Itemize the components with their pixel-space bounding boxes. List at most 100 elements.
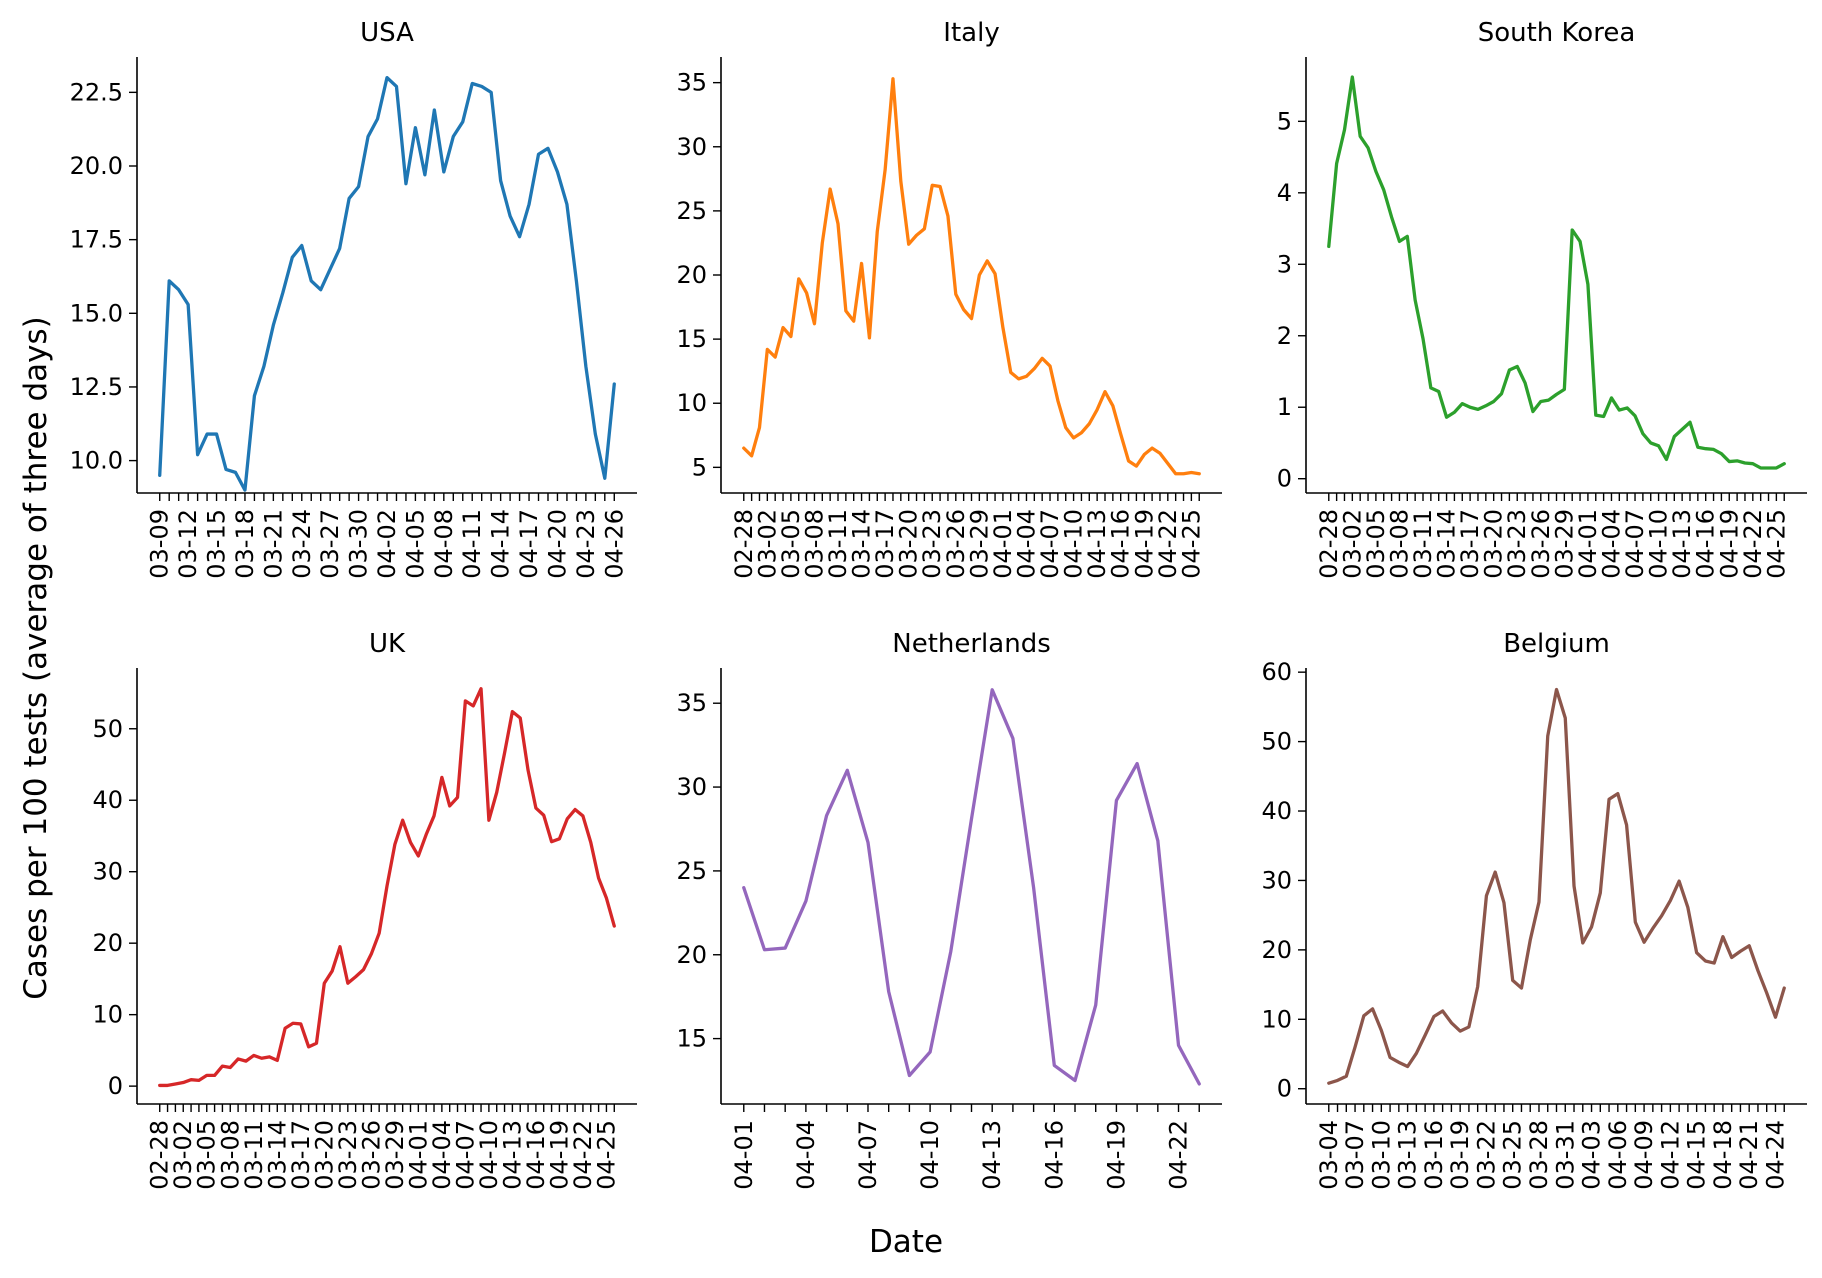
y-tick-label: 30 — [676, 773, 707, 801]
panel-title: South Korea — [1478, 18, 1636, 48]
x-tick-label: 03-16 — [1420, 1120, 1448, 1190]
figure-ylabel: Cases per 100 tests (average of three da… — [18, 316, 54, 1000]
x-tick-label: 03-08 — [1385, 509, 1413, 579]
x-tick-label: 04-20 — [543, 509, 571, 579]
y-tick-label: 50 — [1261, 728, 1292, 756]
y-tick-label: 15 — [676, 1025, 707, 1053]
y-tick-label: 2 — [1277, 322, 1292, 350]
x-tick-label: 04-14 — [487, 509, 515, 579]
x-tick-label: 04-06 — [1604, 1120, 1632, 1190]
panel-title: UK — [369, 629, 406, 659]
panel-title: Netherlands — [892, 629, 1051, 659]
figure-xlabel: Date — [869, 1224, 943, 1260]
y-tick-label: 20 — [92, 929, 123, 957]
x-tick-label: 04-13 — [978, 1120, 1006, 1190]
series-line-belgium — [1327, 687, 1786, 1085]
y-tick-label: 25 — [676, 197, 707, 225]
x-tick-label: 03-12 — [174, 509, 202, 579]
x-tick-label: 04-16 — [1040, 1120, 1068, 1190]
x-tick-label: 03-04 — [1315, 1120, 1343, 1190]
x-tick-label: 04-15 — [1683, 1120, 1711, 1190]
x-tick-label: 03-30 — [345, 509, 373, 579]
x-tick-label: 03-17 — [1456, 509, 1484, 579]
x-tick-label: 03-11 — [240, 1120, 268, 1190]
x-tick-label: 03-26 — [1527, 509, 1555, 579]
y-tick-label: 1 — [1277, 393, 1292, 421]
x-tick-label: 04-22 — [1154, 509, 1182, 579]
x-tick-label: 03-17 — [287, 1120, 315, 1190]
y-tick-label: 4 — [1277, 179, 1292, 207]
x-tick-label: 04-13 — [1668, 509, 1696, 579]
x-tick-label: 04-04 — [428, 1120, 456, 1190]
y-tick-label: 12.5 — [70, 373, 123, 401]
x-tick-label: 04-16 — [522, 1120, 550, 1190]
panel-title: Italy — [943, 18, 999, 48]
x-tick-label: 03-10 — [1367, 1120, 1395, 1190]
x-tick-label: 03-23 — [334, 1120, 362, 1190]
y-tick-label: 10 — [92, 1001, 123, 1029]
x-tick-label: 03-21 — [259, 509, 287, 579]
x-tick-label: 03-02 — [169, 1120, 197, 1190]
x-tick-label: 03-20 — [1480, 509, 1508, 579]
x-tick-label: 03-08 — [216, 1120, 244, 1190]
x-tick-label: 04-10 — [1060, 509, 1088, 579]
x-tick-label: 04-19 — [1102, 1120, 1130, 1190]
y-tick-label: 10.0 — [70, 447, 123, 475]
y-tick-label: 15 — [676, 325, 707, 353]
x-tick-label: 04-26 — [600, 509, 628, 579]
y-tick-label: 0 — [108, 1072, 123, 1100]
y-tick-label: 30 — [92, 858, 123, 886]
panel-netherlands: Netherlands 15 20 25 30 35 04-01 04-04 04-07 04-1… — [676, 629, 1222, 1190]
x-tick-label: 04-10 — [916, 1120, 944, 1190]
x-tick-label: 04-25 — [1177, 509, 1205, 579]
y-tick-label: 60 — [1261, 658, 1292, 686]
x-tick-label: 04-07 — [451, 1120, 479, 1190]
x-tick-label: 03-29 — [381, 1120, 409, 1190]
y-tick-label: 20 — [676, 261, 707, 289]
series-line-south-korea — [1327, 75, 1786, 470]
panel-uk: UK0102030405002-2803-0203-0503-0803-1103… — [92, 629, 637, 1190]
x-tick-label: 03-02 — [1338, 509, 1366, 579]
x-tick-label: 04-04 — [1012, 509, 1040, 579]
x-tick-label: 03-14 — [1433, 509, 1461, 579]
series-line-netherlands — [742, 688, 1201, 1086]
x-tick-label: 04-17 — [515, 509, 543, 579]
x-tick-label: 03-05 — [193, 1120, 221, 1190]
y-tick-label: 0 — [1277, 1075, 1292, 1103]
x-tick-label: 04-07 — [854, 1120, 882, 1190]
y-tick-label: 35 — [676, 69, 707, 97]
x-tick-label: 04-18 — [1709, 1120, 1737, 1190]
x-tick-label: 04-16 — [1692, 509, 1720, 579]
x-tick-label: 04-21 — [1735, 1120, 1763, 1190]
x-tick-label: 04-10 — [475, 1120, 503, 1190]
y-tick-label: 20.0 — [70, 152, 123, 180]
x-tick-label: 04-05 — [401, 509, 429, 579]
x-tick-label: 03-23 — [918, 509, 946, 579]
x-tick-label: 03-24 — [288, 509, 316, 579]
x-tick-label: 04-01 — [989, 509, 1017, 579]
x-tick-label: 03-14 — [848, 509, 876, 579]
y-tick-label: 3 — [1277, 250, 1292, 278]
x-tick-label: 04-19 — [1715, 509, 1743, 579]
x-tick-label: 03-02 — [753, 509, 781, 579]
x-tick-label: 04-22 — [1739, 509, 1767, 579]
x-tick-label: 03-09 — [146, 509, 174, 579]
x-tick-label: 04-13 — [498, 1120, 526, 1190]
x-tick-label: 03-17 — [871, 509, 899, 579]
y-tick-label: 17.5 — [70, 226, 123, 254]
panel-title: USA — [360, 18, 414, 48]
y-tick-label: 25 — [676, 857, 707, 885]
x-tick-label: 04-25 — [592, 1120, 620, 1190]
x-tick-label: 04-04 — [1597, 509, 1625, 579]
y-tick-label: 10 — [1261, 1005, 1292, 1033]
x-tick-label: 03-28 — [1525, 1120, 1553, 1190]
y-tick-label: 20 — [676, 941, 707, 969]
x-tick-label: 04-02 — [373, 509, 401, 579]
x-tick-label: 03-14 — [263, 1120, 291, 1190]
x-tick-label: 03-29 — [1550, 509, 1578, 579]
x-tick-label: 04-03 — [1578, 1120, 1606, 1190]
y-tick-label: 5 — [692, 453, 707, 481]
x-tick-label: 03-20 — [310, 1120, 338, 1190]
x-tick-label: 04-01 — [730, 1120, 758, 1190]
